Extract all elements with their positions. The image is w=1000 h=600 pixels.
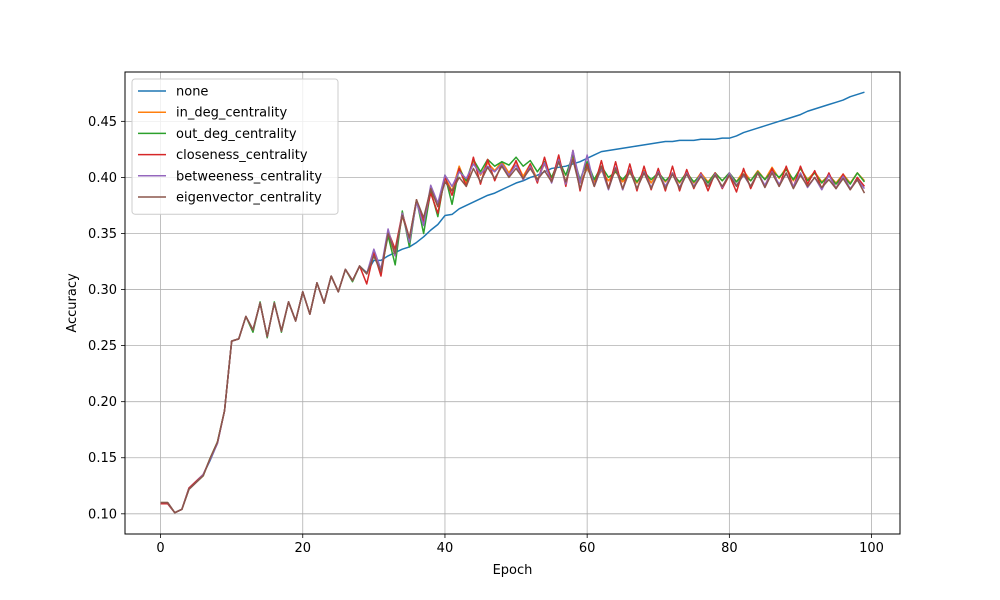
x-tick-label: 20 — [294, 541, 311, 556]
y-tick-label: 0.15 — [88, 451, 117, 466]
legend-box — [131, 78, 339, 215]
y-tick-label: 0.25 — [88, 339, 117, 354]
plot-frame — [124, 71, 901, 535]
legend-label: out_deg_centrality — [176, 127, 297, 142]
y-tick-label: 0.45 — [88, 115, 117, 130]
y-tick-label: 0.10 — [88, 507, 117, 522]
x-tick-label: 0 — [156, 541, 164, 556]
x-axis-ticks: 0 20 40 60 80 100 — [156, 534, 884, 556]
y-axis-ticks: 0.10 0.15 0.20 0.25 0.30 0.35 0.40 0.45 — [88, 115, 125, 522]
y-tick-label: 0.20 — [88, 395, 117, 410]
y-tick-label: 0.30 — [88, 283, 117, 298]
x-axis-label: Epoch — [493, 563, 533, 578]
x-tick-label: 60 — [579, 541, 596, 556]
legend-label: eigenvector_centrality — [176, 191, 322, 206]
legend-label: betweeness_centrality — [176, 169, 322, 184]
y-tick-label: 0.40 — [88, 171, 117, 186]
series-line-eigenvector-centrality — [160, 158, 866, 514]
x-tick-label: 40 — [437, 541, 454, 556]
legend-label: in_deg_centrality — [176, 106, 287, 121]
y-axis-label: Accuracy — [65, 273, 80, 333]
legend-label: none — [176, 85, 208, 100]
legend-label: closeness_centrality — [176, 148, 308, 163]
legend: none in_deg_centrality out_deg_centralityc… — [131, 78, 339, 215]
x-tick-label: 80 — [721, 541, 738, 556]
y-tick-label: 0.35 — [88, 227, 117, 242]
series-lines — [160, 91, 866, 514]
x-tick-label: 100 — [859, 541, 884, 556]
